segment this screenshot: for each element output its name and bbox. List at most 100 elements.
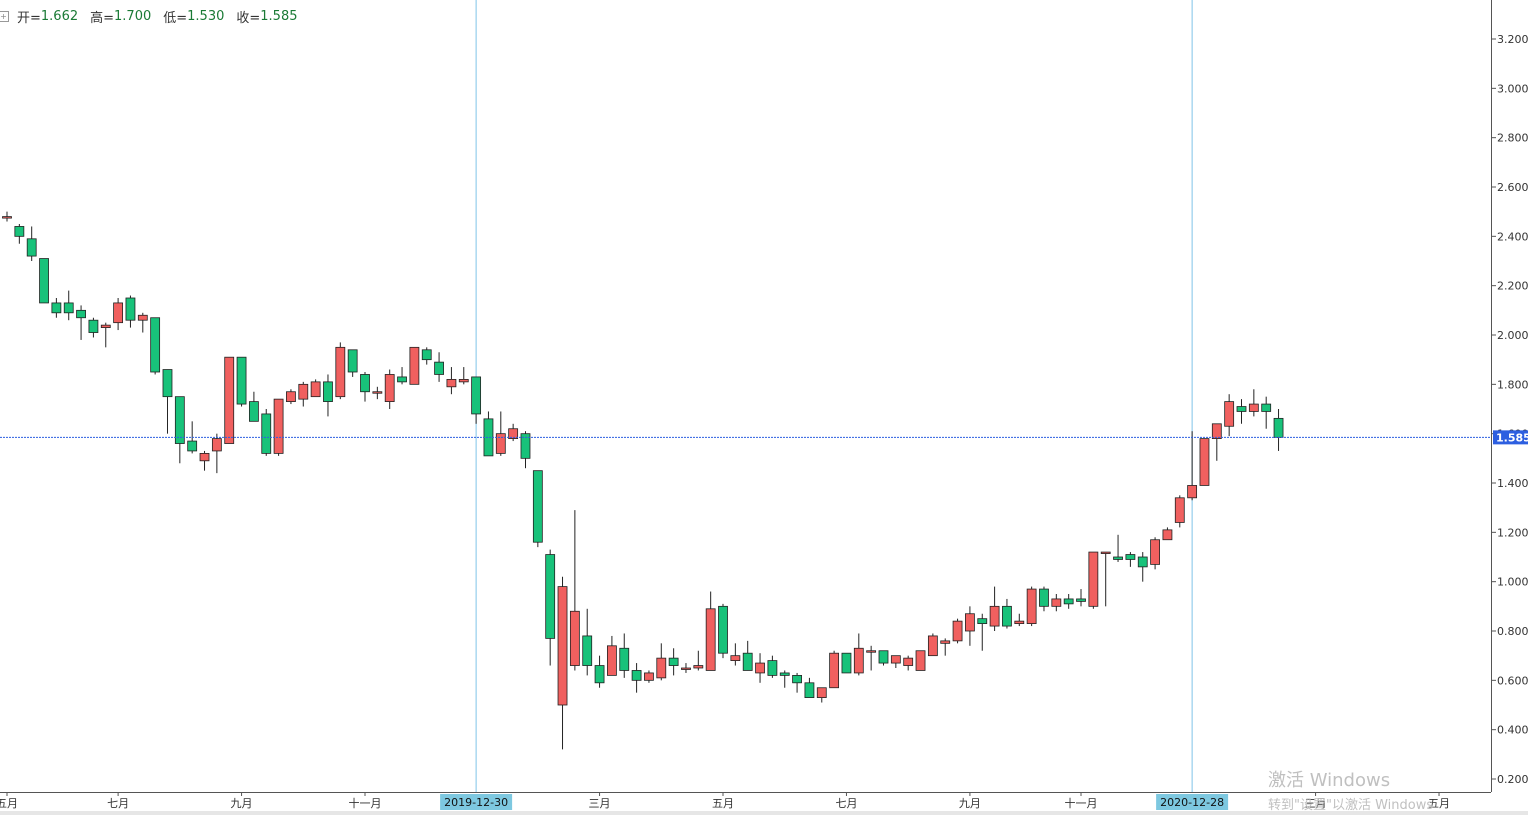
candle-body: [927, 635, 938, 657]
candle-body: [742, 652, 753, 671]
date-marker-label: 2019-12-30: [444, 796, 508, 809]
y-tick-label: 2.800: [1497, 132, 1528, 145]
candle-body: [804, 682, 815, 698]
y-tick-label: 0.800: [1497, 625, 1528, 638]
y-tick-label: 1.200: [1497, 526, 1528, 539]
candle-body: [989, 605, 1000, 627]
candle-body: [1236, 406, 1247, 412]
x-tick-label: 十一月: [1065, 796, 1098, 810]
candle-body: [100, 324, 111, 328]
y-tick-label: 0.400: [1497, 724, 1528, 737]
y-tick-label: 3.200: [1497, 33, 1528, 46]
low-label: 低=: [163, 10, 188, 26]
candle-body: [668, 657, 679, 666]
candle-body: [755, 662, 765, 674]
candle-body: [1261, 403, 1272, 412]
date-marker-label: 2020-12-28: [1160, 796, 1224, 809]
current-price-tag: [1493, 430, 1528, 445]
x-tick-label: 三月: [1305, 797, 1327, 810]
candle-body: [236, 356, 247, 405]
candle-body: [607, 645, 617, 676]
candle-body: [631, 670, 642, 681]
candle-body: [520, 433, 531, 459]
candle-body: [125, 297, 136, 321]
candle-body: [977, 618, 988, 625]
candle-body: [298, 383, 309, 400]
candle-body: [532, 470, 543, 543]
y-tick-label: 2.000: [1497, 329, 1528, 342]
candle-body: [26, 238, 37, 257]
candle-body: [508, 428, 519, 440]
candle-body: [1199, 438, 1210, 486]
candle-body: [557, 586, 568, 706]
candle-body: [360, 374, 370, 393]
y-tick-label: 2.600: [1497, 181, 1528, 194]
bottom-scrollbar-track: [0, 811, 1528, 815]
candle-body: [224, 356, 235, 444]
candle-body: [1039, 588, 1049, 607]
candle-body: [890, 655, 901, 664]
candle-body: [162, 369, 173, 398]
x-tick-label: 三月: [589, 797, 611, 810]
y-tick-label: 1.400: [1497, 477, 1528, 490]
candle-body: [545, 554, 556, 639]
candle-body: [1224, 401, 1235, 427]
candle-body: [1051, 598, 1062, 607]
candle-body: [1014, 620, 1025, 625]
y-tick-label: 0.600: [1497, 674, 1528, 687]
y-tick-label: 1.000: [1497, 576, 1528, 589]
candle-body: [88, 319, 99, 333]
candle-body: [816, 687, 827, 699]
high-label: 高=: [90, 10, 115, 26]
candle-body: [372, 391, 383, 394]
low-value: 1.530: [187, 8, 225, 24]
candle-body: [446, 378, 457, 388]
candle-body: [841, 652, 852, 674]
candle-body: [39, 258, 49, 304]
expand-icon[interactable]: +: [0, 10, 9, 22]
candle-body: [1273, 417, 1284, 438]
y-tick-label: 2.400: [1497, 230, 1528, 243]
y-tick-label: 0.200: [1497, 773, 1528, 786]
candle-body: [779, 672, 790, 676]
date-marker-tag: [1156, 794, 1229, 810]
y-tick-label: 2.200: [1497, 280, 1528, 293]
candle-body: [483, 418, 494, 457]
candle-body: [594, 665, 605, 684]
x-tick-label: 十一月: [349, 796, 382, 810]
candle-body: [421, 349, 432, 361]
candle-body: [286, 391, 296, 403]
candle-body: [471, 376, 482, 415]
close-label: 收=: [236, 10, 261, 26]
candle-body: [211, 438, 222, 452]
candle-body: [829, 652, 840, 689]
current-price-label: 1.585: [1496, 431, 1528, 444]
candle-body: [1162, 529, 1173, 541]
open-value: 1.662: [40, 8, 79, 24]
y-tick-label: 3.000: [1497, 82, 1528, 95]
y-tick-label: 1.800: [1497, 378, 1528, 391]
candle-body: [51, 302, 62, 314]
candle-body: [14, 226, 25, 237]
candle-body: [569, 610, 580, 666]
candle-body: [174, 396, 185, 444]
high-value: 1.700: [114, 8, 152, 24]
candle-body: [1211, 423, 1222, 439]
candle-body: [866, 650, 877, 653]
candle-body: [940, 640, 951, 644]
candle-body: [113, 302, 124, 324]
x-tick-label: 九月: [231, 797, 253, 810]
candle-body: [397, 376, 407, 383]
candle-body: [1026, 588, 1037, 624]
candle-body: [347, 349, 358, 373]
candle-body: [458, 378, 469, 383]
candle-body: [434, 361, 444, 375]
candle-body: [693, 665, 704, 669]
close-value: 1.585: [260, 8, 298, 24]
candle-body: [248, 401, 259, 422]
candle-body: [137, 314, 148, 321]
candle-body: [310, 381, 321, 398]
candle-body: [335, 346, 346, 398]
